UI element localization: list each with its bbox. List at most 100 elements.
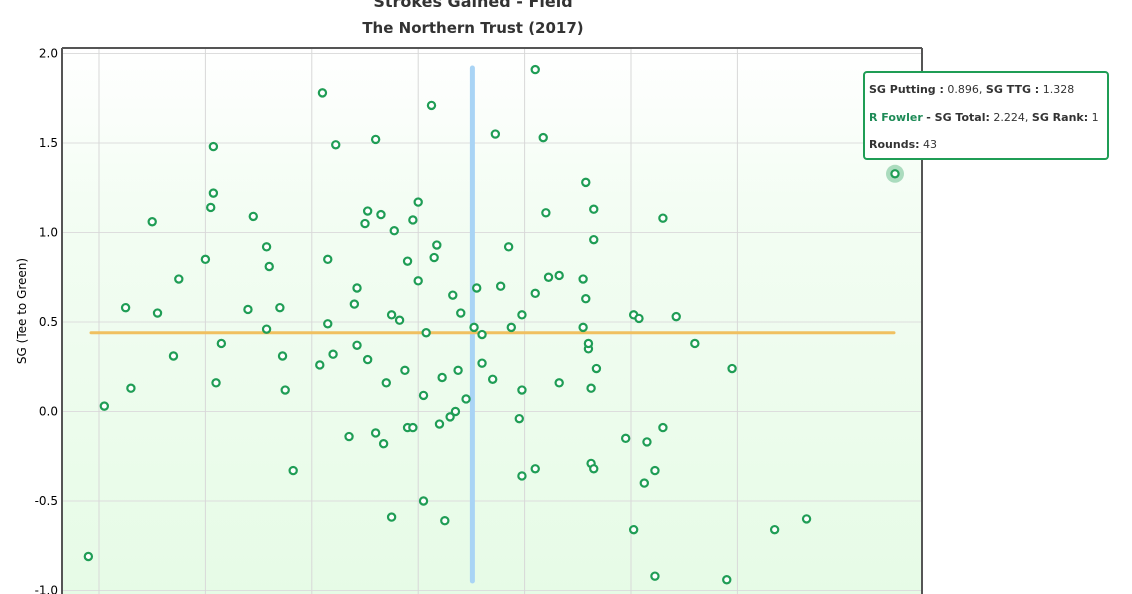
data-point: [206, 202, 216, 213]
data-point: [541, 208, 551, 218]
data-point: [261, 242, 272, 252]
data-point: [429, 252, 439, 263]
sg-rank-value: 1: [1091, 110, 1099, 124]
data-point: [658, 422, 668, 433]
data-point: [426, 100, 437, 111]
y-tick-label: 2.0: [39, 47, 58, 61]
data-point: [370, 428, 381, 438]
data-point: [671, 311, 681, 322]
data-point: [402, 256, 413, 266]
data-point: [413, 276, 423, 286]
data-point: [362, 206, 373, 216]
data-point: [168, 351, 179, 361]
data-point: [288, 465, 298, 476]
data-point: [174, 274, 184, 284]
data-point: [450, 406, 461, 417]
data-point: [328, 349, 338, 359]
sg-putting-value: 0.896: [947, 83, 979, 96]
data-point: [801, 514, 812, 524]
data-point: [315, 360, 325, 370]
y-axis-title: SG (Tee to Green): [15, 258, 29, 364]
y-tick-label: 1.0: [39, 226, 58, 240]
data-point: [517, 471, 527, 481]
sg-rank-label: SG Rank:: [1031, 110, 1089, 124]
data-point: [517, 385, 527, 395]
data-point: [628, 524, 639, 535]
data-point: [120, 302, 131, 313]
data-point: [581, 294, 591, 304]
tooltip-row-player: R Fowler - SG Total: 2.224, SG Rank: 1: [869, 110, 1099, 124]
data-point: [650, 571, 660, 581]
data-point: [216, 338, 227, 349]
chart-subtitle: The Northern Trust (2017): [362, 19, 583, 37]
data-point: [349, 299, 360, 309]
data-point: [152, 308, 163, 318]
data-point: [317, 88, 328, 98]
data-point: [418, 390, 429, 401]
data-point: [323, 319, 333, 329]
sg-total-label: - SG Total:: [926, 110, 990, 124]
data-point: [634, 313, 644, 324]
y-tick-labels: 2.0 1.5 1.0 0.5 0.0 -0.5 -1.0: [35, 47, 58, 594]
data-point: [280, 385, 290, 395]
data-point: [261, 324, 272, 334]
data-point: [445, 412, 455, 422]
data-point: [658, 213, 668, 223]
data-point: [378, 439, 389, 449]
data-point: [586, 383, 596, 393]
data-point: [360, 218, 370, 229]
data-point: [453, 365, 463, 376]
data-point: [352, 340, 362, 350]
data-point: [418, 496, 429, 506]
grid-lines: [61, 47, 923, 594]
plot-area: [62, 48, 922, 594]
data-point: [413, 197, 423, 207]
sg-ttg-label: SG TTG :: [985, 83, 1040, 96]
data-point: [472, 283, 482, 293]
data-point: [530, 464, 540, 474]
data-point: [578, 274, 588, 284]
data-point: [477, 329, 487, 340]
data-point: [639, 478, 650, 488]
data-point: [408, 215, 418, 225]
data-point: [503, 242, 514, 252]
data-point: [99, 401, 110, 411]
data-point: [275, 302, 285, 313]
data-point: [200, 254, 211, 265]
data-point: [490, 129, 501, 139]
data-point: [437, 372, 447, 383]
data-point: [83, 551, 94, 562]
data-point: [421, 328, 431, 338]
data-point: [386, 512, 397, 522]
data-point: [591, 363, 602, 374]
data-point: [620, 433, 631, 444]
data-point: [578, 322, 588, 333]
data-point: [506, 322, 516, 333]
data-point: [538, 132, 548, 143]
sg-ttg-value: 1.328: [1042, 83, 1075, 96]
data-point: [477, 358, 487, 368]
y-tick-label: 0.5: [39, 315, 58, 329]
data-point: [208, 188, 219, 198]
data-point: [554, 378, 564, 388]
y-tick-label: -0.5: [35, 494, 58, 508]
data-point: [469, 322, 479, 333]
chart-title: Strokes Gained - Field: [373, 0, 572, 11]
data-point: [589, 204, 599, 214]
data-point: [386, 310, 397, 320]
data-point: [456, 308, 466, 318]
data-point: [642, 437, 652, 447]
data-point: [400, 365, 410, 376]
data-point: [514, 413, 524, 424]
data-point: [690, 338, 700, 349]
data-point: [331, 140, 341, 150]
data-point: [389, 226, 399, 236]
data-point: [126, 383, 136, 393]
data-point: [264, 261, 274, 272]
data-point: [376, 209, 386, 220]
tooltip-row-rounds: Rounds: 43: [869, 138, 1107, 166]
data-point: [352, 283, 362, 293]
data-point: [440, 515, 450, 526]
data-point: [583, 338, 594, 349]
data-point: [277, 351, 288, 361]
